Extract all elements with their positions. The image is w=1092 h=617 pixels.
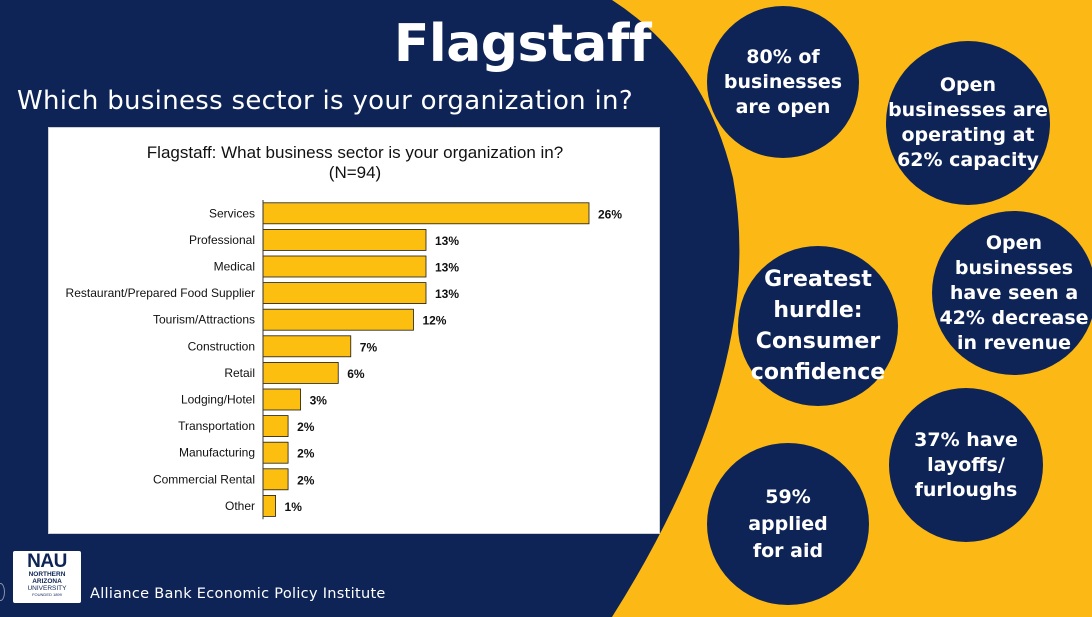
- bar-transportation: [262, 415, 289, 438]
- data-label: 1%: [285, 500, 303, 514]
- chart-panel: Flagstaff: What business sector is your …: [48, 127, 660, 534]
- bubble-line: businesses: [723, 70, 843, 93]
- bubble-line: in revenue: [956, 331, 1072, 354]
- bubble-line: Open: [985, 231, 1043, 254]
- data-label: 2%: [297, 473, 315, 487]
- bar-retail: [262, 361, 339, 384]
- bubble-line: are open: [735, 95, 831, 118]
- slide-subtitle: Which business sector is your organizati…: [17, 86, 633, 116]
- category-label: Other: [225, 499, 255, 513]
- bubble-line: furloughs: [914, 478, 1018, 501]
- category-label: Manufacturing: [179, 446, 255, 460]
- bubble-line: Open: [939, 74, 997, 96]
- data-label: 13%: [435, 261, 459, 275]
- bar-other: [262, 494, 276, 517]
- category-label: Retail: [224, 366, 255, 380]
- data-label: 2%: [297, 420, 315, 434]
- logo-line-4: FOUNDED 1899: [32, 592, 62, 597]
- category-label: Services: [209, 206, 255, 220]
- bar-restaurant-prepared-food-supplier: [262, 282, 427, 305]
- bubble-line: operating at: [901, 124, 1035, 146]
- bubble-line: hurdle:: [773, 298, 863, 323]
- bubble-line: have seen a: [949, 281, 1079, 304]
- data-label: 12%: [422, 314, 446, 328]
- bubble-line: 59%: [765, 485, 811, 508]
- data-label: 26%: [598, 207, 622, 221]
- stat-bubble-capacity: Open businesses are operating at 62% capaci…: [886, 41, 1050, 205]
- data-label: 3%: [310, 394, 328, 408]
- bubble-line: layoffs/: [927, 453, 1005, 476]
- logo-mark: NAU: [27, 551, 67, 572]
- stat-bubble-hurdle: Greatest hurdle: Consumer confidence: [738, 246, 898, 406]
- category-label: Transportation: [178, 419, 255, 433]
- data-label: 13%: [435, 234, 459, 248]
- bubble-line: confidence: [750, 360, 886, 385]
- logo-line-1: NORTHERN: [28, 571, 66, 578]
- stat-bubble-revenue: Open businesses have seen a 42% decrease in …: [932, 211, 1092, 375]
- bar-manufacturing: [262, 441, 289, 464]
- bubble-line: 37% have: [914, 428, 1018, 451]
- footer-text: Alliance Bank Economic Policy Institute: [90, 586, 386, 602]
- category-label: Construction: [188, 339, 255, 353]
- slide-title: Flagstaff: [393, 14, 652, 74]
- data-label: 7%: [360, 340, 378, 354]
- bubble-line: Greatest: [764, 267, 872, 292]
- bar-construction: [262, 335, 352, 358]
- logo-line-2: ARIZONA: [32, 578, 62, 585]
- bubble-line: 42% decrease: [939, 306, 1089, 329]
- category-label: Restaurant/Prepared Food Supplier: [66, 286, 255, 300]
- category-label: Lodging/Hotel: [181, 393, 255, 407]
- bar-services: [262, 202, 590, 225]
- bubble-line: businesses are: [888, 99, 1048, 121]
- category-label: Medical: [214, 260, 255, 274]
- bubble-line: businesses: [954, 256, 1074, 279]
- bar-chart: Services 26% Professional 13% Medical 13% Rest…: [66, 200, 622, 520]
- bubble-line: 80% of: [746, 45, 820, 68]
- bar-commercial-rental: [262, 468, 289, 491]
- category-label: Tourism/Attractions: [153, 313, 255, 327]
- category-label: Professional: [189, 233, 255, 247]
- stat-bubble-layoffs: 37% have layoffs/furloughs: [889, 388, 1043, 542]
- bubble-line: for aid: [752, 539, 824, 562]
- nau-logo: NAU NORTHERN ARIZONA UNIVERSITY FOUNDED …: [13, 551, 81, 603]
- logo-line-3: UNIVERSITY: [27, 585, 67, 592]
- data-label: 13%: [435, 287, 459, 301]
- bar-professional: [262, 229, 427, 251]
- chart-title: Flagstaff: What business sector is your …: [146, 143, 564, 162]
- bubble-line: Consumer: [755, 329, 881, 354]
- bar-medical: [262, 255, 427, 278]
- bar-lodging-hotel: [262, 388, 302, 411]
- bubble-line: 62% capacity: [897, 149, 1039, 171]
- data-label: 2%: [297, 447, 315, 461]
- bubble-line: applied: [748, 512, 828, 535]
- stat-bubble-aid: 59% applied for aid: [707, 443, 869, 605]
- category-label: Commercial Rental: [153, 472, 255, 486]
- bar-tourism-attractions: [262, 308, 414, 331]
- chart-subtitle: (N=94): [328, 163, 382, 182]
- stat-bubble-open: 80% of businesses are open: [707, 6, 859, 158]
- data-label: 6%: [347, 367, 365, 381]
